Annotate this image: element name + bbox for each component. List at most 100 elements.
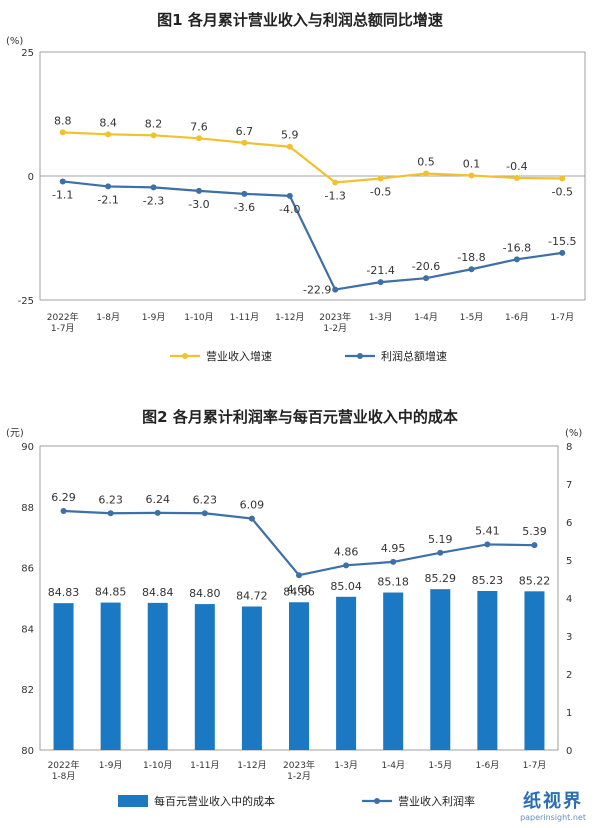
chart1-data-label: -16.8 bbox=[503, 241, 531, 254]
chart1-data-label: -0.5 bbox=[552, 185, 573, 198]
chart2-bar-label: 84.83 bbox=[48, 586, 80, 599]
chart2-legend-line-label: 营业收入利润率 bbox=[398, 794, 475, 808]
chart2-point bbox=[201, 510, 208, 517]
chart2-bar bbox=[383, 592, 404, 750]
chart2-y-tick-left: 88 bbox=[21, 503, 34, 514]
chart2-y-tick-right: 2 bbox=[566, 670, 572, 681]
chart2-point bbox=[107, 510, 114, 517]
chart1-x-tick: 1-5月 bbox=[460, 312, 484, 323]
chart1-x-tick: 1-9月 bbox=[142, 312, 166, 323]
chart1-point bbox=[195, 187, 202, 194]
chart2-bar-label: 85.18 bbox=[377, 576, 409, 589]
chart1-y-tick: 25 bbox=[21, 48, 34, 59]
chart2-point bbox=[390, 558, 397, 565]
chart1-data-label: 0.1 bbox=[463, 158, 481, 171]
chart1-point bbox=[377, 175, 384, 182]
chart2-y-tick-right: 5 bbox=[566, 556, 572, 567]
chart1-data-label: 0.5 bbox=[417, 156, 435, 169]
chart2-point bbox=[531, 542, 538, 549]
chart1-point bbox=[559, 249, 566, 256]
chart1-point bbox=[468, 266, 475, 273]
chart2-x-tick: 1-4月 bbox=[381, 760, 405, 771]
chart1-y-tick: -25 bbox=[18, 296, 34, 307]
chart1-point bbox=[468, 172, 475, 179]
chart1-data-label: -20.6 bbox=[412, 260, 440, 273]
chart1-title: 图1 各月累计营业收入与利润总额同比增速 bbox=[157, 11, 443, 29]
watermark: 纸视界 paperinsight.net bbox=[520, 787, 586, 822]
chart2-y-tick-left: 86 bbox=[21, 564, 34, 575]
chart1-data-label: -3.0 bbox=[188, 198, 209, 211]
chart2-x-tick: 2022年 bbox=[48, 759, 80, 771]
chart1-point bbox=[105, 183, 112, 190]
chart2-point bbox=[343, 562, 350, 569]
chart1-data-label: -22.9 bbox=[303, 284, 331, 297]
chart2-point bbox=[484, 541, 491, 548]
chart1-point bbox=[423, 170, 430, 177]
chart2-y-tick-right: 0 bbox=[566, 746, 572, 757]
chart2-x-tick: 1-8月 bbox=[52, 771, 76, 782]
chart2-bar-label: 84.72 bbox=[236, 590, 268, 603]
chart2-x-tick: 1-12月 bbox=[237, 760, 266, 771]
chart2-bar-label: 85.23 bbox=[472, 574, 504, 587]
chart1-point bbox=[332, 286, 339, 293]
chart1-point bbox=[105, 131, 112, 138]
chart2-bar-label: 85.29 bbox=[425, 572, 457, 585]
chart1-point bbox=[150, 132, 157, 139]
watermark-url: paperinsight.net bbox=[520, 813, 586, 822]
chart2-line-label: 6.29 bbox=[51, 491, 76, 504]
chart2-bar bbox=[477, 591, 498, 750]
chart2-bar-label: 84.85 bbox=[95, 586, 127, 599]
chart2-y-unit-left: (元) bbox=[6, 428, 24, 439]
chart2-x-tick: 1-7月 bbox=[523, 760, 547, 771]
chart2-bar bbox=[289, 602, 309, 750]
chart1-point bbox=[241, 139, 248, 146]
chart2-bar bbox=[100, 602, 121, 750]
chart2-line-label: 5.41 bbox=[475, 524, 500, 537]
chart2-x-tick: 1-5月 bbox=[428, 760, 452, 771]
chart1-x-tick: 1-7月 bbox=[550, 312, 574, 323]
chart1-legend-marker bbox=[182, 353, 188, 359]
chart1-data-label: 7.6 bbox=[190, 120, 208, 133]
chart2-y-tick-right: 8 bbox=[566, 442, 572, 453]
chart2-bar bbox=[524, 591, 545, 750]
watermark-name: 纸视界 bbox=[523, 791, 584, 812]
chart2-line-label: 4.95 bbox=[381, 542, 406, 555]
chart1-data-label: -2.3 bbox=[143, 194, 164, 207]
chart1-legend-label: 利润总额增速 bbox=[381, 349, 447, 363]
chart2-line bbox=[63, 509, 535, 577]
chart1-x-tick: 1-8月 bbox=[96, 312, 120, 323]
chart2-y-tick-right: 1 bbox=[566, 708, 572, 719]
chart1-x-tick: 2023年 bbox=[319, 311, 351, 323]
chart1-x-tick: 1-7月 bbox=[51, 323, 75, 334]
chart2-y-tick-right: 6 bbox=[566, 518, 572, 529]
chart1-data-label: -3.6 bbox=[234, 201, 255, 214]
chart2-x-tick: 1-3月 bbox=[334, 760, 358, 771]
chart2-bar-label: 84.84 bbox=[142, 586, 174, 599]
chart1-data-label: 8.8 bbox=[54, 114, 72, 127]
chart1-point bbox=[59, 178, 66, 185]
chart2-bar bbox=[194, 604, 215, 750]
chart1-point bbox=[59, 129, 66, 136]
chart2-line-label: 4.60 bbox=[287, 583, 312, 596]
chart1-point bbox=[513, 174, 520, 181]
chart1-data-label: 5.9 bbox=[281, 129, 299, 142]
chart1-data-label: -18.8 bbox=[457, 251, 485, 264]
chart2-y-tick-left: 84 bbox=[21, 624, 34, 635]
chart2-bar-label: 84.86 bbox=[283, 585, 315, 598]
chart1-x-tick: 1-3月 bbox=[369, 312, 393, 323]
chart1-legend-label: 营业收入增速 bbox=[206, 349, 272, 363]
chart2-title: 图2 各月累计利润率与每百元营业收入中的成本 bbox=[142, 408, 458, 426]
chart2-x-tick: 2023年 bbox=[283, 759, 315, 771]
chart1-point bbox=[286, 143, 293, 150]
chart1-data-label: -0.5 bbox=[370, 185, 391, 198]
chart2-bar bbox=[53, 603, 74, 750]
chart1-series-line bbox=[62, 180, 563, 291]
chart2-x-tick: 1-11月 bbox=[190, 760, 219, 771]
chart1-x-tick: 1-4月 bbox=[414, 312, 438, 323]
chart2-point bbox=[437, 549, 444, 556]
chart2-bar bbox=[430, 589, 451, 750]
chart2-bar bbox=[147, 602, 168, 750]
chart1-data-label: -2.1 bbox=[97, 193, 118, 206]
chart1-data-label: -15.5 bbox=[548, 235, 576, 248]
